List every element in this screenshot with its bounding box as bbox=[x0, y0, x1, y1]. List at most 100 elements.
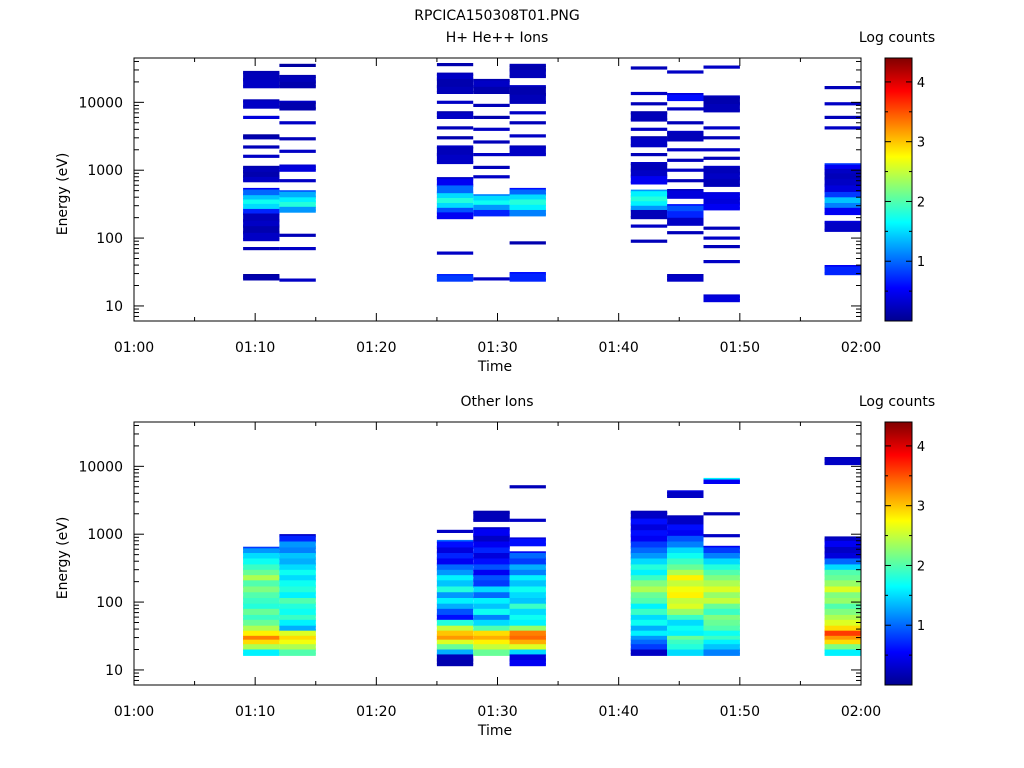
panel-bottom-cell bbox=[243, 575, 280, 581]
panel-bottom-cell bbox=[667, 608, 704, 615]
panel-bottom-cell bbox=[703, 630, 740, 636]
panel-top-cell bbox=[667, 179, 704, 183]
panel-top-cell bbox=[243, 189, 280, 196]
panel-top-cell bbox=[436, 210, 474, 214]
panel-bottom-cell bbox=[473, 652, 510, 656]
panel-bottom-cell bbox=[243, 598, 280, 604]
panel-bottom-cell bbox=[824, 649, 861, 655]
panel-bottom-cell bbox=[630, 625, 668, 631]
panel-bottom-cell bbox=[703, 580, 740, 587]
panel-top-cell bbox=[436, 178, 474, 186]
panel-bottom-y-tick-label: 100 bbox=[96, 595, 123, 611]
panel-bottom-cell bbox=[436, 569, 474, 576]
panel-bottom-cell bbox=[473, 639, 510, 645]
panel-bottom-x-label: Time bbox=[477, 723, 512, 739]
panel-bottom-colorbar bbox=[884, 421, 913, 686]
panel-top: H+ He++ Ions Log counts 01:00 01:10 01:20 0… bbox=[55, 30, 935, 375]
panel-bottom-cell bbox=[509, 558, 546, 565]
panel-bottom-plot-area bbox=[243, 457, 861, 667]
panel-top-cell bbox=[630, 127, 668, 131]
panel-bottom-cell bbox=[509, 639, 546, 645]
panel-bottom-cell bbox=[667, 649, 704, 655]
panel-bottom-cell bbox=[667, 603, 704, 609]
panel-bottom-cell bbox=[630, 592, 668, 598]
panel-top-cell bbox=[279, 149, 316, 153]
panel-top-cell bbox=[473, 204, 510, 210]
panel-bottom-cell bbox=[473, 547, 510, 553]
panel-top-cell bbox=[243, 195, 280, 200]
panel-bottom-cell bbox=[509, 614, 546, 620]
panel-top-cell bbox=[667, 231, 704, 235]
panel-top-cell bbox=[279, 81, 316, 87]
panel-top-cell bbox=[436, 100, 474, 104]
panel-top-cell bbox=[509, 86, 546, 95]
panel-bottom-cell bbox=[243, 580, 280, 587]
panel-bottom-cell bbox=[243, 614, 280, 620]
panel-top-cell bbox=[473, 86, 510, 93]
panel-top-cell bbox=[703, 167, 740, 174]
panel-bottom-cell bbox=[279, 535, 316, 542]
panel-bottom-cell bbox=[279, 635, 316, 640]
panel-top-cell bbox=[473, 127, 510, 131]
panel-bottom-cell bbox=[509, 592, 546, 598]
panel-bottom-cell bbox=[436, 603, 474, 609]
panel-top-cell bbox=[279, 233, 316, 237]
panel-top-cell bbox=[436, 193, 474, 198]
panel-bottom-cell bbox=[824, 569, 861, 576]
panel-top-cell bbox=[473, 103, 510, 107]
panel-bottom-cell bbox=[509, 564, 546, 570]
panel-bottom-cell bbox=[509, 598, 546, 604]
panel-bottom-cell bbox=[473, 569, 510, 576]
panel-top-cell bbox=[824, 164, 861, 169]
panel-top-cell bbox=[473, 175, 510, 179]
panel-bottom-cell bbox=[824, 538, 861, 541]
panel-top-cell bbox=[243, 199, 280, 204]
panel-bottom-cell bbox=[473, 614, 510, 620]
panel-top-cell bbox=[509, 199, 546, 205]
panel-bottom-cell bbox=[473, 598, 510, 604]
panel-bottom-cell bbox=[667, 652, 704, 656]
panel-top-cell bbox=[630, 102, 668, 106]
panel-bottom-cell bbox=[630, 552, 668, 559]
panel-top-y-tick-label: 1000 bbox=[87, 163, 123, 179]
panel-top-cell bbox=[630, 176, 668, 183]
panel-bottom-cell bbox=[279, 639, 316, 645]
panel-bottom-cell bbox=[509, 580, 546, 587]
panel-top-cell bbox=[703, 156, 740, 160]
panel-bottom-cell bbox=[436, 529, 474, 533]
panel-top-cell bbox=[630, 170, 668, 176]
panel-bottom-cell bbox=[630, 564, 668, 570]
panel-bottom-cell bbox=[279, 649, 316, 655]
panel-top-colorbar-label: Log counts bbox=[859, 30, 935, 46]
panel-bottom-cell bbox=[824, 575, 861, 581]
panel-bottom-cell bbox=[509, 608, 546, 615]
panel-bottom-cell bbox=[824, 546, 861, 553]
panel-top-cell bbox=[473, 277, 510, 281]
panel-top-cell bbox=[630, 224, 668, 228]
panel-bottom-cell bbox=[667, 614, 704, 620]
panel-bottom-cell bbox=[630, 586, 668, 593]
panel-bottom-cell bbox=[667, 552, 704, 559]
panel-top-cell bbox=[824, 185, 861, 192]
panel-top-cell bbox=[243, 232, 280, 240]
panel-bottom-cell bbox=[703, 512, 740, 516]
panel-bottom-cell bbox=[473, 590, 510, 594]
panel-top-cell bbox=[436, 86, 474, 93]
panel-top-cell bbox=[473, 194, 510, 198]
panel-bottom-cell bbox=[243, 644, 280, 650]
panel-bottom-cell bbox=[279, 569, 316, 576]
panel-bottom-cell bbox=[509, 569, 546, 576]
panel-bottom-cell bbox=[436, 660, 474, 665]
panel-bottom-cell bbox=[473, 625, 510, 631]
panel-top-cell bbox=[473, 90, 510, 94]
panel-bottom-cell bbox=[703, 619, 740, 626]
panel-bottom-colorbar-tick-label: 3 bbox=[917, 500, 925, 515]
panel-bottom-cell bbox=[703, 603, 740, 609]
panel-top-cell bbox=[473, 115, 510, 119]
panel-top-cell bbox=[824, 178, 861, 186]
panel-bottom-cell bbox=[473, 575, 510, 581]
panel-bottom-cell bbox=[436, 663, 474, 667]
panel-bottom-cell bbox=[824, 590, 861, 594]
panel-top-title: H+ He++ Ions bbox=[446, 30, 549, 46]
panel-bottom-cell bbox=[703, 590, 740, 594]
